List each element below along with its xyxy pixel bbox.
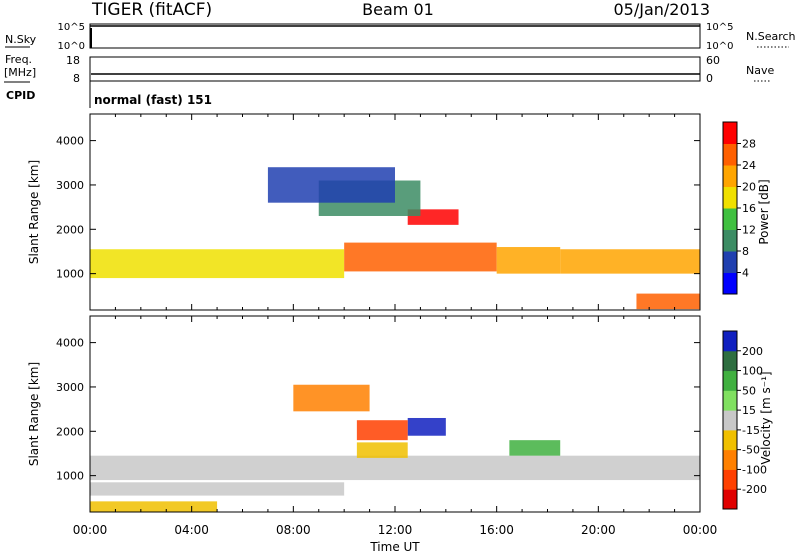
nsky-panel: N.Sky 10^5 10^0 10^5 10^0 N.Search bbox=[5, 22, 796, 52]
nave-label: Nave bbox=[746, 64, 774, 77]
x-tick-label-1: 04:00 bbox=[174, 523, 209, 537]
x-tick-label-4: 16:00 bbox=[479, 523, 514, 537]
xlabel: Time UT bbox=[369, 540, 420, 554]
velocity-echoes bbox=[90, 384, 700, 512]
nsky-tick-bottom: 10^0 bbox=[58, 41, 85, 52]
nsky-tick-top: 10^5 bbox=[58, 22, 85, 33]
velocity-echo-band-4 bbox=[356, 420, 408, 441]
power-echo-band-3 bbox=[560, 249, 700, 274]
velocity-colorbar-tick-label-2: 50 bbox=[742, 384, 756, 397]
velocity-colorbar-swatch-5 bbox=[723, 390, 737, 411]
nave-tick-top: 60 bbox=[706, 54, 720, 67]
freq-label: Freq. bbox=[5, 53, 32, 66]
nsearch-tick-top: 10^5 bbox=[706, 22, 733, 33]
velocity-colorbar-tick-label-3: 15 bbox=[742, 404, 756, 417]
velocity-colorbar: Velocity [m s⁻¹] 200 100 50 15 -15 -50 -100 -20… bbox=[722, 330, 773, 510]
velocity-colorbar-tick-label-7: -200 bbox=[742, 483, 767, 496]
radar-title: TIGER (fitACF) bbox=[91, 0, 212, 20]
power-ytick-label-1: 2000 bbox=[56, 223, 84, 236]
cpid-text: normal (fast) 151 bbox=[94, 93, 212, 107]
velocity-colorbar-tick-label-1: 100 bbox=[742, 365, 763, 378]
velocity-ytick-label-2: 3000 bbox=[56, 381, 84, 394]
power-colorbar-swatch-4 bbox=[723, 186, 737, 209]
velocity-colorbar-swatch-4 bbox=[723, 410, 737, 431]
power-colorbar-swatch-0 bbox=[723, 272, 737, 295]
velocity-colorbar-label: Velocity [m s⁻¹] bbox=[759, 371, 773, 464]
power-colorbar-tick-label-5: 24 bbox=[742, 159, 756, 172]
velocity-colorbar-swatch-0 bbox=[723, 489, 737, 510]
velocity-colorbar-tick-label-5: -50 bbox=[742, 444, 760, 457]
power-colorbar-tick-label-6: 28 bbox=[742, 138, 756, 151]
velocity-colorbar-swatch-1 bbox=[723, 469, 737, 490]
power-echo-band-7 bbox=[636, 293, 700, 310]
velocity-colorbar-tick-label-4: -15 bbox=[742, 424, 760, 437]
freq-panel: Freq. [MHz] 18 8 60 0 Nave bbox=[4, 53, 774, 85]
velocity-colorbar-swatch-7 bbox=[723, 350, 737, 372]
nsky-label: N.Sky bbox=[5, 33, 37, 46]
power-ylabel: Slant Range [km] bbox=[27, 160, 41, 264]
time-axis: 00:00 04:00 08:00 12:00 16:00 20:00 00:00 bbox=[73, 523, 718, 537]
velocity-ytick-label-1: 2000 bbox=[56, 425, 84, 438]
power-echo-band-6 bbox=[267, 167, 395, 203]
nsearch-label: N.Search bbox=[746, 30, 796, 43]
power-colorbar-tick-label-3: 16 bbox=[742, 202, 756, 215]
power-echo-band-0 bbox=[90, 249, 345, 279]
power-ytick-label-3: 4000 bbox=[56, 135, 84, 148]
power-colorbar-swatch-2 bbox=[723, 229, 737, 252]
x-tick-label-3: 12:00 bbox=[378, 523, 413, 537]
power-colorbar-swatch-5 bbox=[723, 165, 737, 187]
velocity-echo-band-3 bbox=[407, 417, 446, 436]
power-y-axis: 1000 2000 3000 4000 bbox=[56, 114, 701, 310]
power-colorbar-swatch-7 bbox=[723, 122, 737, 144]
velocity-colorbar-swatch-2 bbox=[723, 449, 737, 470]
velocity-echo-band-1 bbox=[90, 482, 345, 496]
power-colorbar-tick-label-2: 12 bbox=[742, 224, 756, 237]
power-echoes bbox=[90, 167, 700, 310]
date-title: 05/Jan/2013 bbox=[613, 0, 710, 19]
velocity-colorbar-swatch-6 bbox=[723, 370, 737, 391]
velocity-echo-band-7 bbox=[90, 501, 218, 512]
velocity-colorbar-swatch-3 bbox=[723, 429, 737, 451]
velocity-panel: 1000 2000 3000 4000 Slant Range [km] bbox=[27, 315, 701, 513]
velocity-ytick-label-3: 4000 bbox=[56, 337, 84, 350]
nave-tick-bottom: 0 bbox=[706, 72, 713, 85]
velocity-ylabel: Slant Range [km] bbox=[27, 362, 41, 466]
x-tick-label-6: 00:00 bbox=[683, 523, 718, 537]
freq-tick-bottom: 8 bbox=[73, 72, 80, 85]
nsearch-tick-bottom: 10^0 bbox=[706, 41, 733, 52]
velocity-echo-band-0 bbox=[90, 455, 700, 481]
velocity-y-axis: 1000 2000 3000 4000 bbox=[56, 316, 701, 512]
velocity-colorbar-swatch-8 bbox=[723, 331, 737, 352]
power-colorbar-swatch-1 bbox=[723, 251, 737, 273]
power-echo-band-1 bbox=[344, 242, 497, 272]
velocity-ytick-label-0: 1000 bbox=[56, 470, 84, 483]
x-tick-label-5: 20:00 bbox=[581, 523, 616, 537]
velocity-colorbar-frame bbox=[722, 330, 738, 510]
power-colorbar-tick-label-4: 20 bbox=[742, 181, 756, 194]
power-ytick-label-0: 1000 bbox=[56, 268, 84, 281]
power-colorbar: Power [dB] 4 8 12 16 20 24 28 bbox=[722, 121, 771, 295]
velocity-echo-band-6 bbox=[293, 384, 370, 412]
x-tick-label-0: 00:00 bbox=[73, 523, 108, 537]
velocity-colorbar-tick-label-6: -100 bbox=[742, 463, 767, 476]
power-colorbar-swatch-3 bbox=[723, 208, 737, 230]
cpid-label: CPID bbox=[6, 89, 35, 102]
power-echo-band-2 bbox=[496, 247, 561, 274]
beam-title: Beam 01 bbox=[362, 0, 434, 19]
power-ytick-label-2: 3000 bbox=[56, 179, 84, 192]
power-colorbar-swatch-6 bbox=[723, 143, 737, 166]
power-colorbar-tick-label-0: 4 bbox=[742, 267, 749, 280]
power-panel: 1000 2000 3000 4000 Slant Range [km] bbox=[27, 113, 701, 311]
power-echo-band-4 bbox=[407, 209, 459, 225]
x-tick-label-2: 08:00 bbox=[276, 523, 311, 537]
power-colorbar-tick-label-1: 8 bbox=[742, 245, 749, 258]
velocity-echo-band-5 bbox=[509, 440, 561, 456]
freq-unit: [MHz] bbox=[4, 66, 36, 79]
power-colorbar-label: Power [dB] bbox=[757, 179, 771, 244]
velocity-colorbar-tick-label-0: 200 bbox=[742, 345, 763, 358]
velocity-echo-band-2 bbox=[356, 442, 408, 458]
freq-tick-top: 18 bbox=[66, 54, 80, 67]
